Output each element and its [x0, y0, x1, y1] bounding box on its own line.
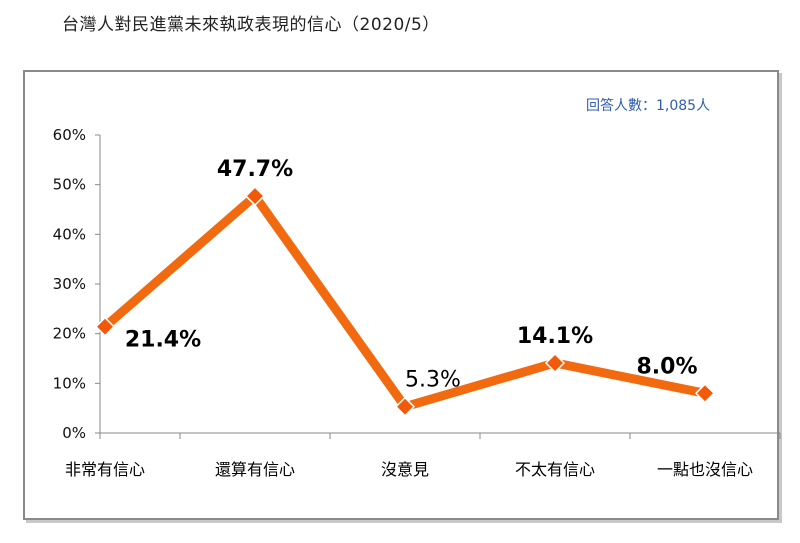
y-tick-label: 60% — [53, 126, 86, 144]
data-point-marker — [694, 383, 716, 404]
y-tick-label: 10% — [53, 374, 86, 392]
data-label: 8.0% — [636, 354, 697, 379]
respondents-note: 回答人數：1,085人 — [586, 98, 711, 114]
chart-title: 台灣人對民進黨未來執政表現的信心（2020/5） — [62, 15, 440, 35]
x-category-label: 不太有信心 — [515, 460, 595, 479]
x-category-label: 沒意見 — [381, 460, 429, 479]
data-label: 14.1% — [517, 324, 593, 349]
data-point-marker — [94, 316, 116, 337]
x-category-label: 一點也沒信心 — [657, 460, 753, 479]
y-tick-label: 0% — [62, 424, 86, 442]
x-category-label: 還算有信心 — [215, 460, 295, 479]
y-tick-label: 30% — [53, 275, 86, 293]
data-point-marker — [544, 352, 566, 374]
data-label: 21.4% — [125, 328, 201, 353]
data-point-marker — [244, 186, 266, 207]
y-tick-label: 20% — [53, 325, 86, 343]
data-label: 5.3% — [405, 368, 461, 393]
y-tick-label: 40% — [53, 225, 86, 243]
data-point-marker — [394, 396, 416, 417]
data-label: 47.7% — [217, 157, 293, 182]
x-category-label: 非常有信心 — [65, 460, 145, 479]
chart-frame — [23, 70, 779, 520]
y-tick-label: 50% — [53, 176, 86, 194]
